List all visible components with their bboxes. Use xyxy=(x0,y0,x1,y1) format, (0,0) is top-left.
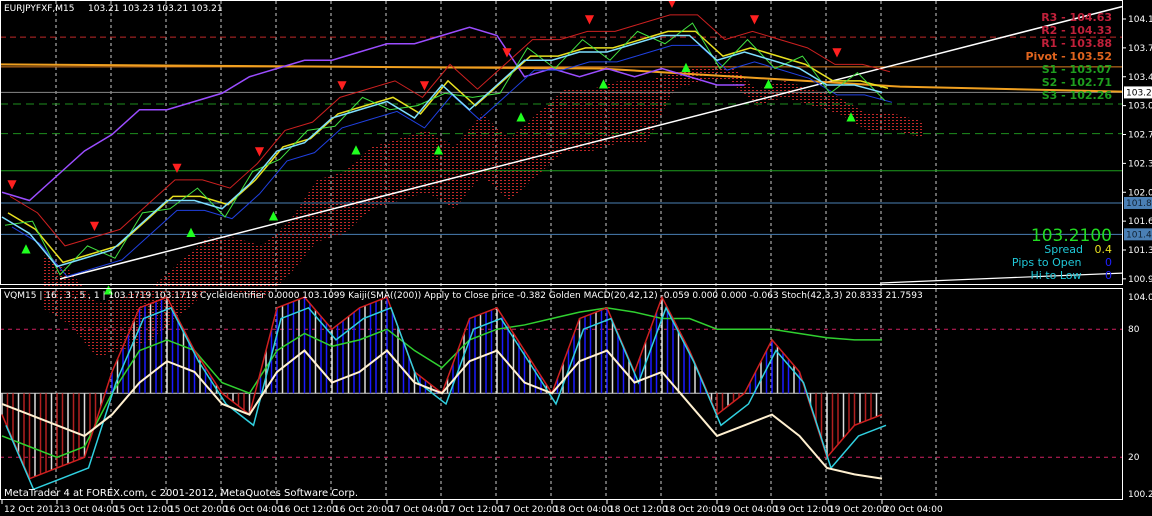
current-price: 103.2100 xyxy=(1030,226,1112,246)
osc-white-line xyxy=(1,349,883,480)
x-tick-label: 15 Oct 12:00 xyxy=(114,505,173,515)
x-tick-label: 12 Oct 2012 xyxy=(4,505,60,515)
sell-arrow-icon: ▼ xyxy=(172,161,182,175)
pips-value: 0 xyxy=(1105,256,1112,269)
osc-axis-label: 104.053 xyxy=(1128,293,1152,303)
sell-arrow-icon: ▼ xyxy=(255,144,265,158)
osc-cyan-line xyxy=(5,305,887,491)
red-envelope-line xyxy=(9,14,891,247)
x-tick-label: 17 Oct 12:00 xyxy=(444,505,503,515)
y-tick-label: 103.05 xyxy=(1128,102,1152,112)
y-tick-label: 103.75 xyxy=(1128,44,1152,54)
sell-arrow-icon: ▼ xyxy=(337,78,347,92)
hilo-row: Hi to Low 0 xyxy=(1030,270,1112,282)
buy-arrow-icon: ▲ xyxy=(516,109,526,123)
price-marker-bg xyxy=(1124,228,1152,241)
buy-arrow-icon: ▲ xyxy=(846,109,856,123)
buy-arrow-icon: ▲ xyxy=(681,59,691,73)
purple-line xyxy=(1,26,745,202)
hilo-value: 0 xyxy=(1105,269,1112,282)
pivot-label: Pivot - 103.52 xyxy=(1025,50,1113,63)
pivot-label: R3 - 104.63 xyxy=(1041,11,1112,24)
price-marker-label: 103.21 xyxy=(1126,88,1152,98)
y-tick-label: 104.10 xyxy=(1128,15,1152,25)
yellow-ma-line xyxy=(7,30,889,264)
indicator-header: VQM15 | 16 , 3 , 5 , 1 | 103.1719 103.17… xyxy=(4,291,923,301)
y-tick-label: 100.95 xyxy=(1128,275,1152,285)
osc-axis-label: 80 xyxy=(1128,325,1140,335)
price-marker-label: 101.49 xyxy=(1126,230,1152,240)
buy-arrow-icon: ▲ xyxy=(434,142,444,156)
sell-arrow-icon: ▼ xyxy=(832,45,842,59)
x-tick-label: 16 Oct 12:00 xyxy=(279,505,338,515)
price-marker-bg xyxy=(1124,86,1152,99)
copyright-label: MetaTrader 4 at FOREX.com, c 2001-2012, … xyxy=(4,488,359,499)
ohlc-label: 103.21 103.23 103.21 103.21 xyxy=(88,4,223,14)
price-line xyxy=(1,34,883,268)
sell-arrow-icon: ▼ xyxy=(750,12,760,26)
trend-line xyxy=(59,5,1123,280)
x-tick-label: 20 Oct 04:00 xyxy=(884,505,943,515)
price-marker-bg xyxy=(1124,196,1152,209)
x-tick-label: 18 Oct 20:00 xyxy=(664,505,723,515)
grid xyxy=(55,1,937,499)
spread-row: Spread 0.4 xyxy=(1044,244,1112,256)
main-frame xyxy=(0,0,1123,285)
osc-axis-label: 100.242 xyxy=(1128,490,1152,500)
sell-arrow-icon: ▼ xyxy=(585,12,595,26)
oscillator-panel xyxy=(0,295,1122,491)
x-tick-label: 15 Oct 20:00 xyxy=(169,505,228,515)
buy-arrow-icon: ▲ xyxy=(599,76,609,90)
spread-value: 0.4 xyxy=(1094,243,1113,256)
y-tick-label: 101.65 xyxy=(1128,217,1152,227)
buy-arrow-icon: ▲ xyxy=(764,76,774,90)
symbol-label: EURJPYFXF,M15 xyxy=(4,4,75,14)
orange-pivot-line xyxy=(0,63,1123,93)
x-tick-label: 19 Oct 20:00 xyxy=(829,505,888,515)
sell-arrow-icon: ▼ xyxy=(90,218,100,232)
green-price-line xyxy=(4,22,886,276)
osc-signal-line xyxy=(1,307,882,459)
x-tick-label: 13 Oct 04:00 xyxy=(59,505,118,515)
sell-arrow-icon: ▼ xyxy=(502,45,512,59)
x-tick-label: 19 Oct 12:00 xyxy=(774,505,833,515)
y-tick-label: 103.40 xyxy=(1128,73,1152,83)
pivot-label: R1 - 103.88 xyxy=(1041,37,1112,50)
price-marker-label: 101.87 xyxy=(1126,199,1152,209)
pips-label: Pips to Open xyxy=(1011,256,1082,269)
sell-arrow-icon: ▼ xyxy=(7,177,17,191)
buy-arrow-icon: ▲ xyxy=(21,241,31,255)
x-tick-label: 18 Oct 04:00 xyxy=(554,505,613,515)
osc-axis-label: 20 xyxy=(1128,453,1140,463)
x-tick-label: 16 Oct 20:00 xyxy=(334,505,393,515)
buy-arrow-icon: ▲ xyxy=(269,208,279,222)
y-tick-label: 102.00 xyxy=(1128,188,1152,198)
trend-line-lower xyxy=(879,272,1123,284)
hilo-label: Hi to Low xyxy=(1030,269,1082,282)
x-tick-label: 18 Oct 12:00 xyxy=(609,505,668,515)
x-tick-label: 16 Oct 04:00 xyxy=(224,505,283,515)
main-panel: ▼▲▼▲▼▲▼▲▼▲▼▲▼▲▼▲▼▲▼▲▼▲ xyxy=(0,0,1123,358)
y-tick-label: 101.30 xyxy=(1128,246,1152,256)
x-tick-label: 17 Oct 04:00 xyxy=(389,505,448,515)
oscillator-frame xyxy=(0,288,1123,500)
pivot-label: S3 - 102.26 xyxy=(1041,89,1112,102)
buy-arrow-icon: ▲ xyxy=(351,142,361,156)
sell-arrow-icon: ▼ xyxy=(667,0,677,10)
x-tick-label: 17 Oct 20:00 xyxy=(499,505,558,515)
x-tick-label: 19 Oct 04:00 xyxy=(719,505,778,515)
pips-row: Pips to Open 0 xyxy=(1012,257,1112,269)
pivot-label: R2 - 104.33 xyxy=(1041,24,1112,37)
buy-arrow-icon: ▲ xyxy=(186,224,196,238)
spread-label: Spread xyxy=(1044,243,1083,256)
sell-arrow-icon: ▼ xyxy=(420,78,430,92)
pivot-label: S2 - 102.71 xyxy=(1041,76,1112,89)
y-tick-label: 102.35 xyxy=(1128,159,1152,169)
pivot-label: S1 - 103.07 xyxy=(1041,63,1112,76)
y-tick-label: 102.70 xyxy=(1128,131,1152,141)
